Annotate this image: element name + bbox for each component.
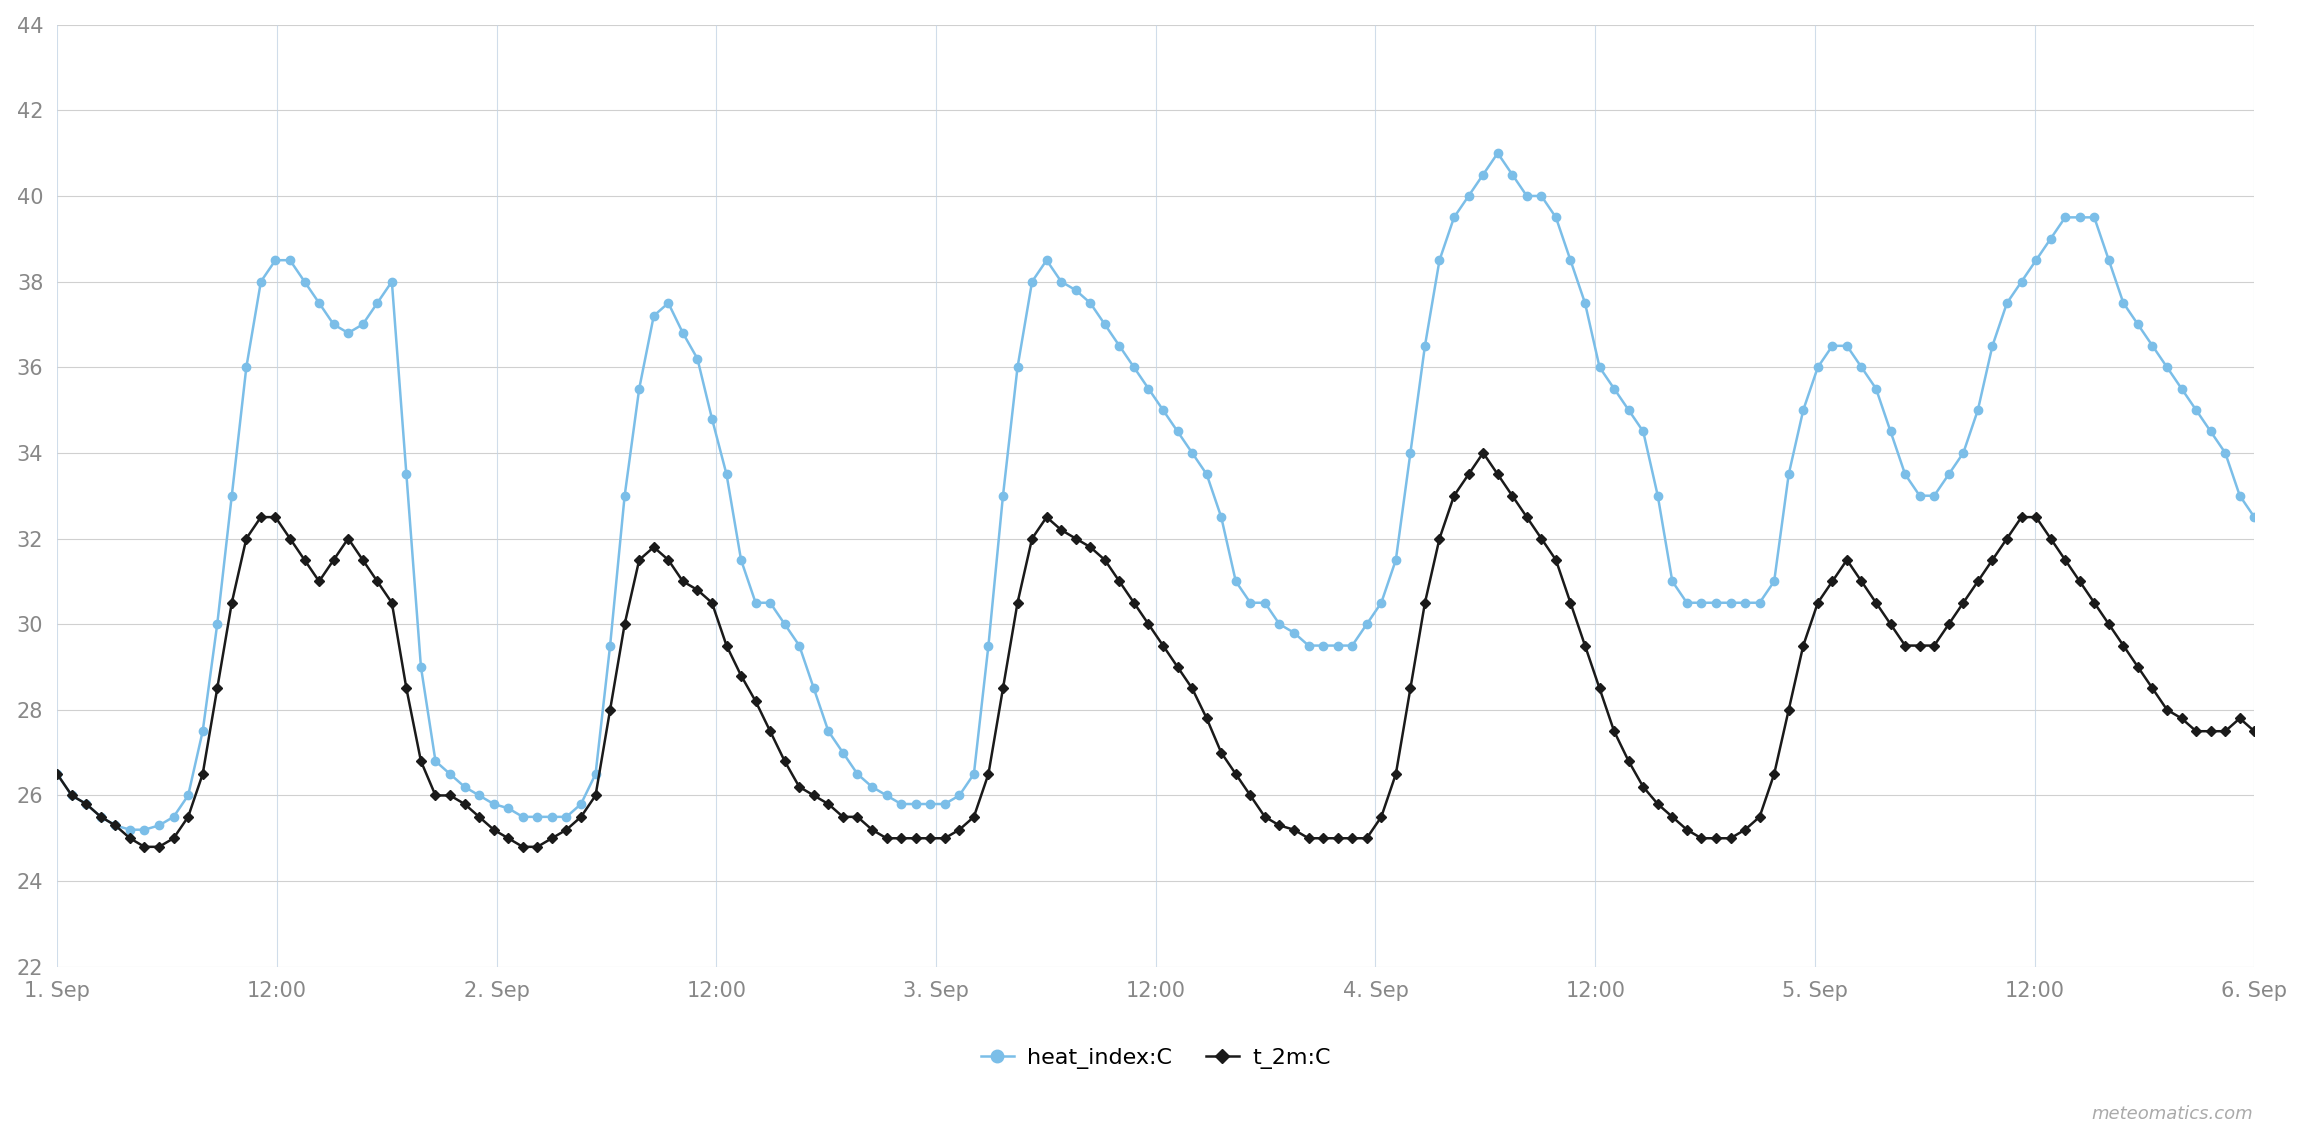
Legend: heat_index:C, t_2m:C: heat_index:C, t_2m:C: [972, 1039, 1339, 1078]
Text: meteomatics.com: meteomatics.com: [2092, 1105, 2253, 1123]
